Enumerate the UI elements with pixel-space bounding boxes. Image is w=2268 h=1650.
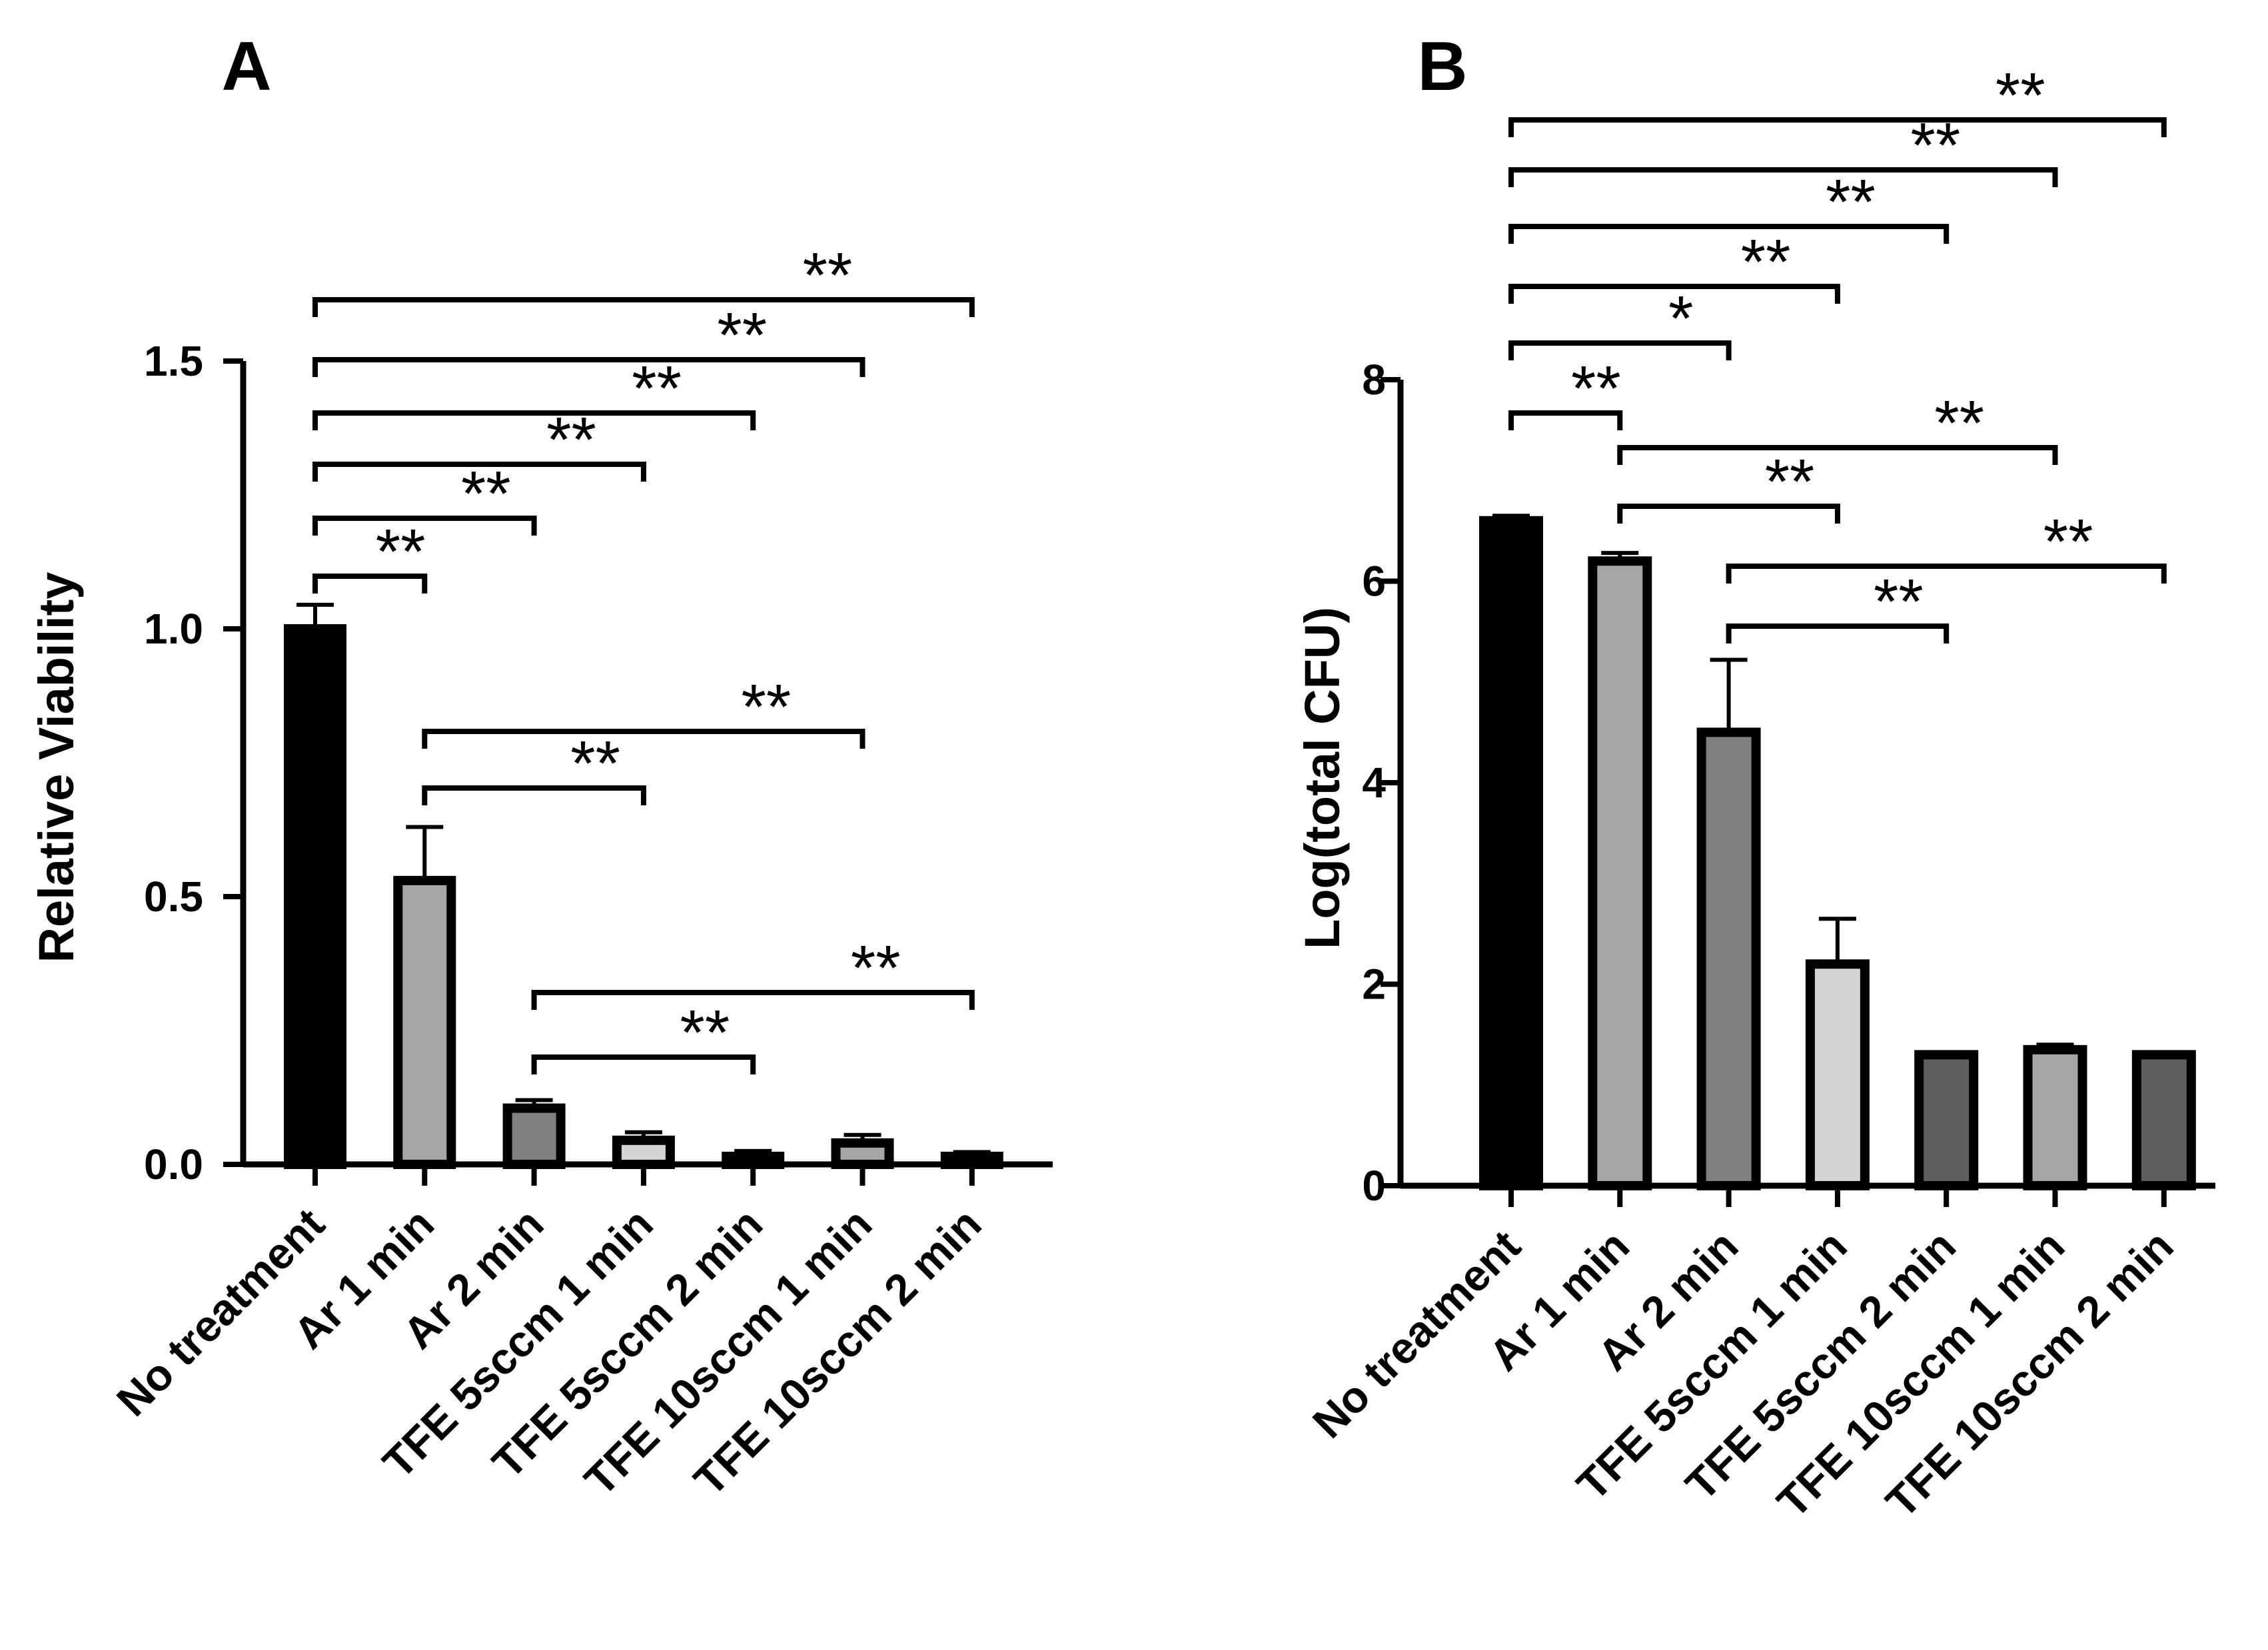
panel-a-significance-label: ** (851, 933, 901, 1004)
panel-a-y-tick-label: 0.5 (144, 873, 203, 921)
panel-a-significance-bracket (531, 1054, 756, 1074)
panel-a-significance-label: ** (680, 997, 730, 1068)
panel-a-bar (612, 1135, 675, 1169)
panel-b-bar (1588, 556, 1652, 1190)
panel-b-significance-bracket (1508, 167, 2058, 187)
panel-b-significance-label: ** (1765, 446, 1815, 518)
panel-b-significance-label: ** (1934, 388, 1984, 459)
panel-a-significance-bracket (312, 462, 646, 482)
panel-b-significance-label: ** (1741, 226, 1791, 298)
panel-a-significance-label: ** (742, 671, 792, 743)
panel-b-significance-bracket (1617, 504, 1840, 524)
panel-a-y-tick-label: 1.5 (144, 337, 203, 385)
panel-a-bar (284, 624, 346, 1169)
panel-a-significance-bracket (312, 516, 537, 536)
panel-a-significance-bracket (422, 729, 865, 749)
panel-b-significance-bracket (1508, 224, 1950, 244)
panel-b-significance-label: ** (2043, 506, 2093, 578)
panel-b-bar (2023, 1044, 2087, 1190)
panel-b-bar (1805, 959, 1870, 1190)
panel-a-significance-label: ** (376, 516, 426, 588)
panel-b-y-tick-label: 0 (1362, 1162, 1386, 1210)
panel-b-significance-label: ** (1874, 566, 1924, 637)
panel-a-bar (502, 1103, 566, 1169)
panel-a-y-tick-label: 1.0 (144, 605, 203, 653)
panel-a-y-tick-label: 0.0 (144, 1140, 203, 1188)
panel-a-bar (722, 1151, 785, 1169)
panel-b-significance-label: ** (1995, 60, 2045, 131)
panel-b-bar (1696, 727, 1761, 1190)
panel-b-y-tick-label: 8 (1362, 356, 1386, 404)
panel-b-significance-label: ** (1826, 167, 1876, 238)
panel-a-significance-bracket (312, 410, 756, 430)
panel-b-significance-bracket (1726, 564, 2167, 584)
panel-b-significance-bracket (1508, 410, 1623, 430)
panel-a-bar (393, 875, 456, 1169)
panel-b-significance-bracket (1508, 284, 1840, 304)
panel-b-bar (1479, 516, 1543, 1190)
panel-a-significance-label: ** (461, 458, 511, 530)
panel-b-y-tick-label: 4 (1362, 759, 1386, 807)
panel-b-significance-bracket (1726, 623, 1950, 643)
panel-a-bar (831, 1138, 894, 1169)
panel-a-significance-bracket (422, 785, 646, 805)
panel-a-significance-bracket (312, 297, 975, 317)
panel-b-significance-bracket (1508, 117, 2167, 137)
panel-b-significance-bracket (1508, 340, 1732, 360)
panel-a-significance-bracket (531, 990, 975, 1010)
panel-b-y-axis-title: Log(total CFU) (1295, 607, 1350, 949)
panel-b-bar (1914, 1050, 1979, 1190)
panel-a-significance-label: ** (546, 404, 596, 476)
panel-a-significance-bracket (312, 574, 428, 594)
panel-a-significance-label: ** (632, 353, 682, 424)
panel-b-significance-label: * (1668, 283, 1693, 354)
panel-b-y-tick-label: 6 (1362, 558, 1386, 606)
panel-a-significance-label: ** (570, 728, 620, 799)
panel-b-bar (2131, 1050, 2196, 1190)
panel-a-significance-label: ** (717, 300, 767, 371)
panel-a-significance-label: ** (803, 240, 853, 311)
panel-b-y-tick-label: 2 (1362, 961, 1386, 1009)
panel-a-significance-bracket (312, 357, 865, 377)
panel-b-significance-label: ** (1571, 353, 1621, 424)
panel-a-chart: A Relative Viability 0.00.51.01.5No trea… (29, 28, 1053, 1505)
panel-a-letter: A (221, 28, 271, 105)
panel-a-bar (940, 1151, 1003, 1169)
panel-b-letter: B (1417, 28, 1467, 105)
panel-a-y-axis-title: Relative Viability (29, 572, 84, 963)
panel-b-significance-bracket (1617, 445, 2058, 465)
